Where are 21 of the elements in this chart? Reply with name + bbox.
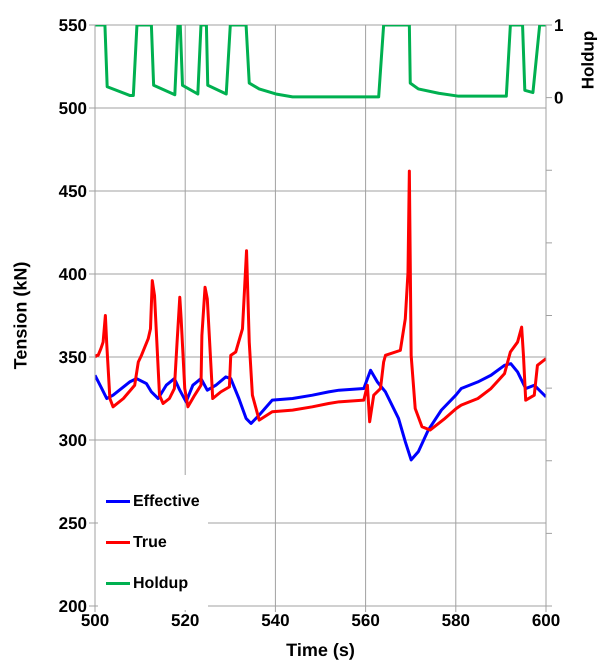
y-tick-label: 400 bbox=[58, 265, 87, 284]
y-tick-label: 500 bbox=[58, 99, 87, 118]
x-tick-label: 540 bbox=[261, 611, 290, 630]
x-tick-label: 500 bbox=[80, 611, 110, 630]
y2-axis-title: Holdup bbox=[578, 30, 598, 90]
legend-label: True bbox=[133, 534, 167, 552]
y-tick-label: 350 bbox=[58, 348, 87, 368]
y-tick-label: 250 bbox=[58, 514, 87, 534]
y-tick-label: 300 bbox=[58, 431, 87, 450]
legend-label: Holdup bbox=[133, 574, 188, 592]
y-tick-label: 450 bbox=[58, 182, 87, 202]
x-tick-label: 520 bbox=[171, 611, 200, 630]
x-tick-label: 580 bbox=[442, 611, 470, 630]
x-tick-label: 600 bbox=[532, 611, 560, 630]
legend-label: Effective bbox=[133, 492, 200, 510]
y2-tick-label: 0 bbox=[554, 88, 564, 108]
y-tick-label: 550 bbox=[58, 16, 87, 36]
y-axis-title: Tension (kN) bbox=[10, 262, 30, 370]
y2-tick-label: 1 bbox=[554, 16, 564, 36]
x-tick-label: 560 bbox=[351, 611, 380, 630]
x-axis-title: Time (s) bbox=[286, 640, 355, 660]
